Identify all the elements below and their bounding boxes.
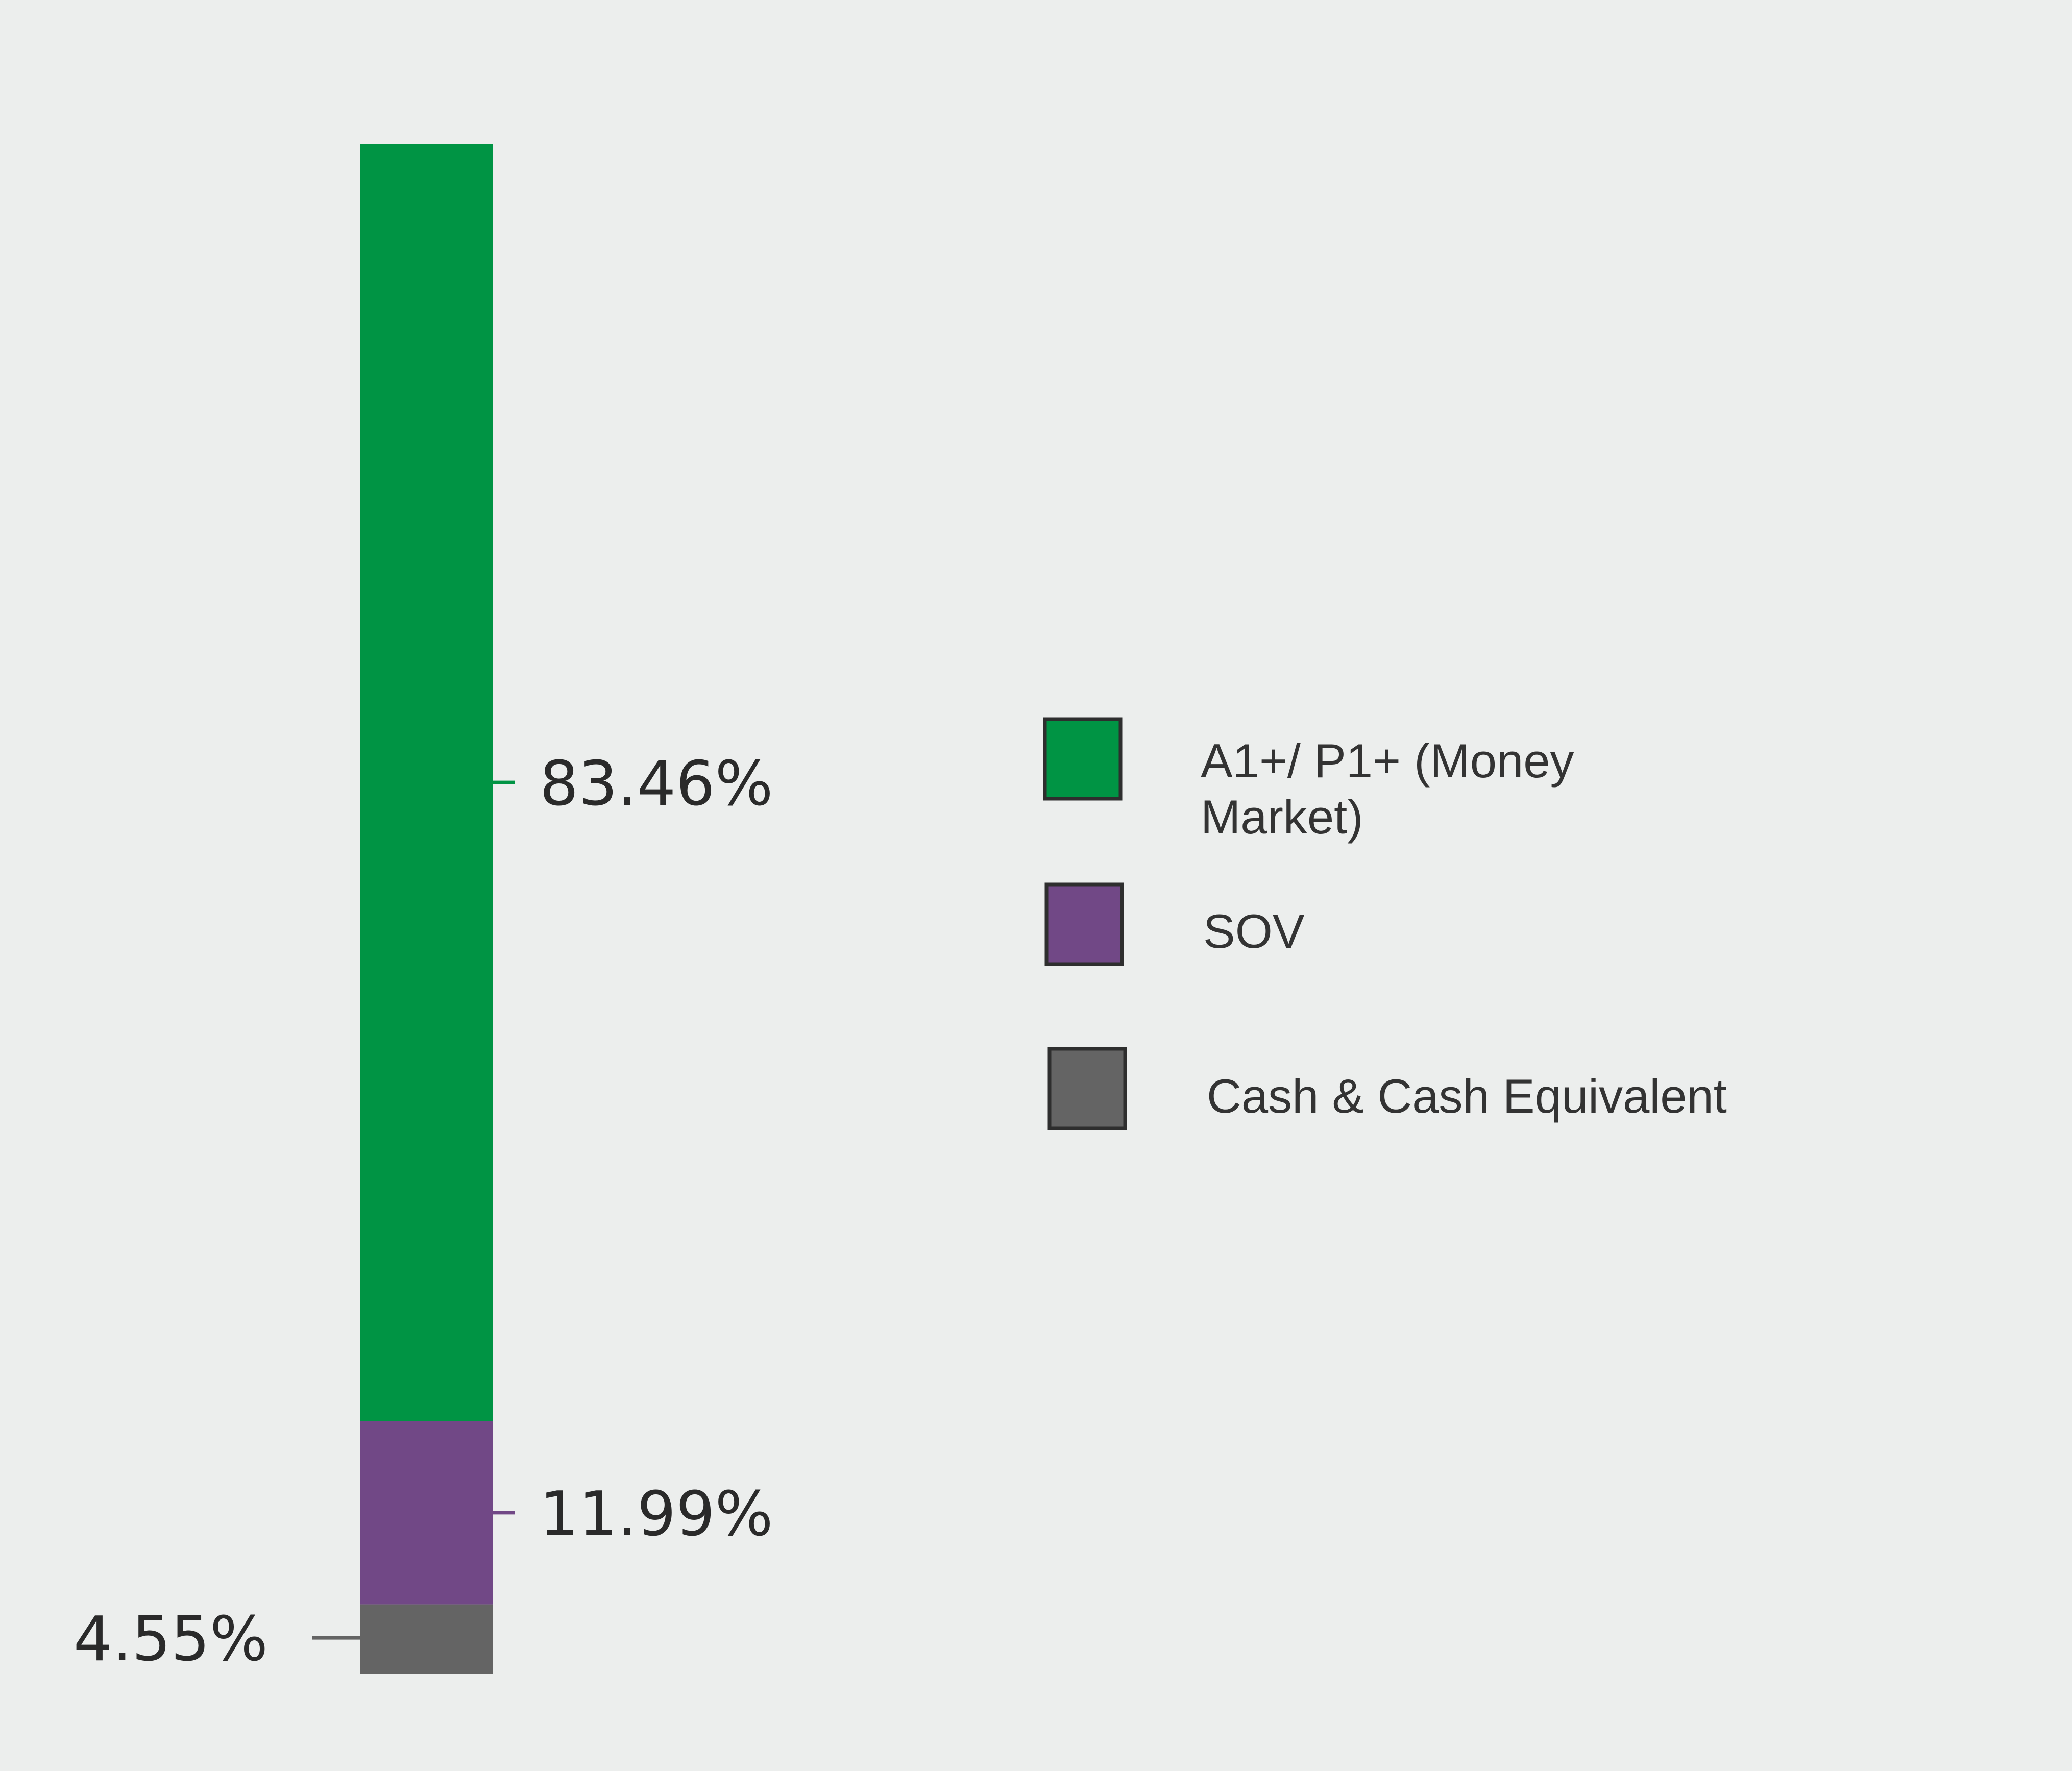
data-label: 4.55%: [74, 1604, 268, 1675]
data-labels: 83.46% 11.99% 4.55%: [74, 749, 773, 1675]
bar-segment-cash-cash-equivalent: [360, 1604, 493, 1674]
legend-label: Cash & Cash Equivalent: [1207, 1069, 1727, 1123]
legend-swatch: [1044, 882, 1124, 966]
legend-swatch: [1047, 1047, 1127, 1130]
stacked-bar: [360, 144, 493, 1674]
data-label: 83.46%: [540, 749, 773, 820]
bar-segment-a1-p1-money-market: [360, 144, 493, 1421]
bar-segment-sov: [360, 1421, 493, 1605]
legend-label: SOV: [1203, 904, 1305, 958]
legend: A1+/ P1+ (Money Market) SOV Cash & Cash Equ…: [1043, 717, 1727, 1130]
legend-label: A1+/ P1+ (Money Market): [1201, 734, 1574, 844]
legend-item-a1-p1-money-market: A1+/ P1+ (Money Market): [1043, 717, 1574, 844]
legend-swatch: [1043, 717, 1123, 801]
legend-item-sov: SOV: [1044, 882, 1305, 966]
legend-item-cash-cash-equivalent: Cash & Cash Equivalent: [1047, 1047, 1727, 1130]
data-label: 11.99%: [540, 1479, 773, 1550]
